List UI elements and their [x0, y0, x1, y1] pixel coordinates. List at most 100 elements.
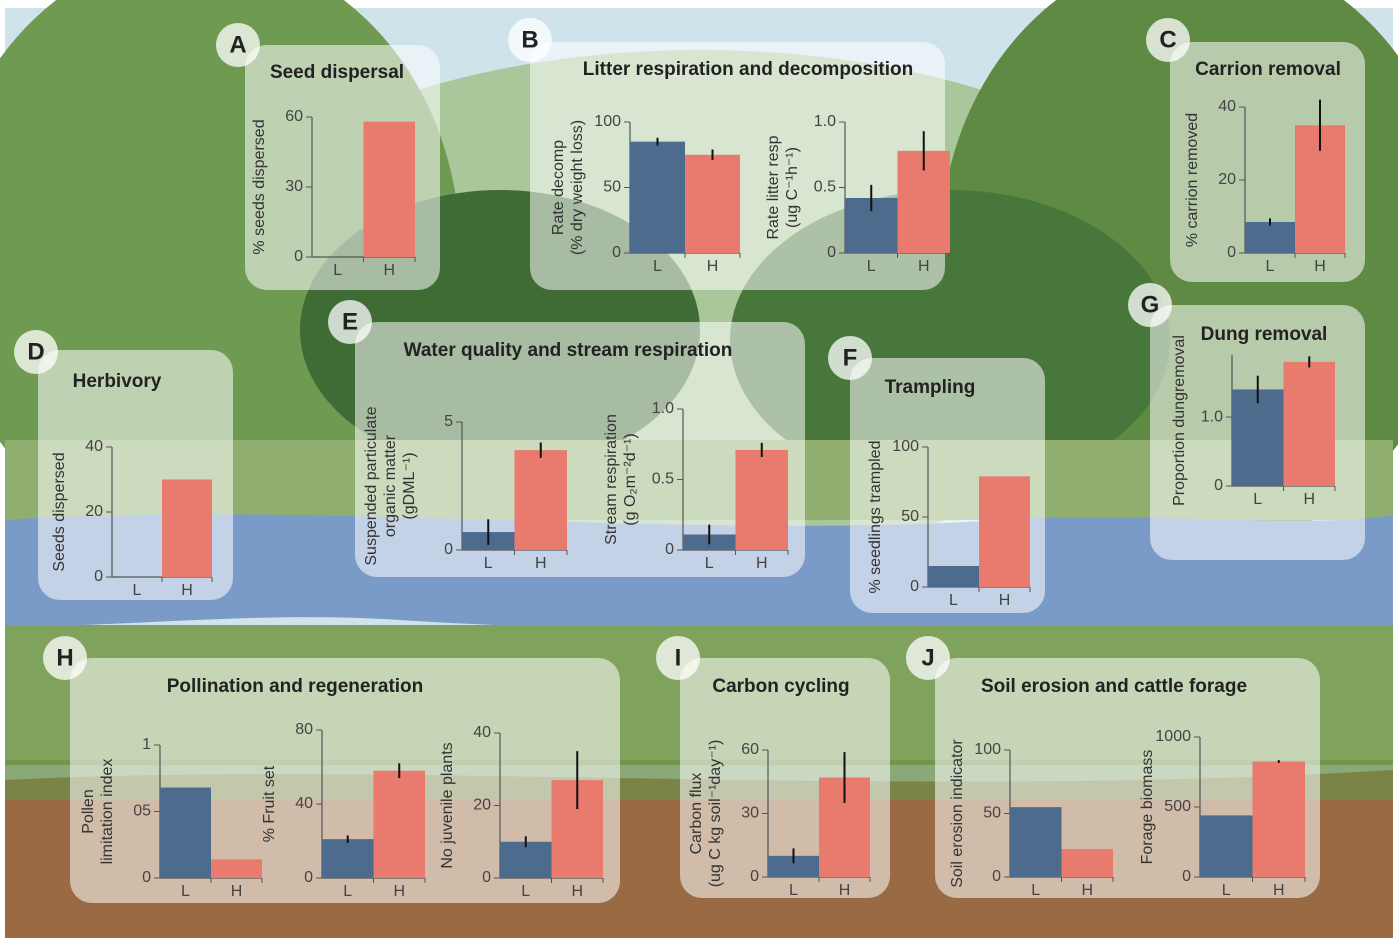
x-tick-label: H — [535, 555, 547, 572]
y-tick-label: 60 — [285, 108, 303, 125]
bar — [322, 839, 374, 878]
y-tick-label: 40 — [85, 438, 103, 455]
y-tick-label: 0 — [304, 869, 313, 886]
panel-title: Litter respiration and decomposition — [583, 59, 913, 80]
x-tick-label: L — [1222, 882, 1231, 899]
y-tick-label: 0 — [444, 541, 453, 558]
x-tick-label: H — [1303, 491, 1315, 508]
y-tick-label: 05 — [133, 803, 151, 820]
y-axis-label: Stream respiration — [603, 414, 620, 545]
bar — [928, 566, 979, 587]
y-tick-label: 0 — [1182, 868, 1191, 885]
bar — [160, 788, 211, 878]
y-axis-label: Rate litter resp — [765, 135, 782, 239]
y-tick-label: 50 — [901, 508, 919, 525]
y-axis-label: (gDML⁻¹) — [401, 452, 418, 519]
bar — [162, 480, 212, 578]
y-tick-label: 100 — [974, 741, 1001, 758]
y-tick-label: 30 — [285, 178, 303, 195]
y-tick-label: 0 — [142, 869, 151, 886]
panel-letter: E — [342, 308, 358, 335]
panel-letter: F — [843, 344, 858, 371]
panel-letter: G — [1141, 291, 1160, 318]
panel-letter: H — [56, 644, 73, 671]
x-tick-label: L — [181, 883, 190, 900]
panel-title: Herbivory — [73, 371, 162, 392]
y-axis-label: % carrion removed — [1184, 113, 1201, 247]
y-axis-label: Forage biomass — [1139, 750, 1156, 865]
x-tick-label: L — [484, 555, 493, 572]
x-tick-label: H — [999, 592, 1011, 609]
y-tick-label: 0 — [612, 244, 621, 261]
y-tick-label: 30 — [741, 805, 759, 822]
y-tick-label: 0 — [665, 541, 674, 558]
panel-letter: C — [1159, 26, 1176, 53]
panel-title: Soil erosion and cattle forage — [981, 676, 1247, 697]
panel-title: Pollination and regeneration — [167, 676, 424, 697]
y-tick-label: 0.5 — [652, 471, 674, 488]
y-tick-label: 0 — [1227, 244, 1236, 261]
y-tick-label: 0 — [1214, 477, 1223, 494]
y-tick-label: 1.0 — [1201, 408, 1223, 425]
x-tick-label: H — [181, 582, 193, 599]
x-tick-label: H — [839, 882, 851, 899]
x-tick-label: L — [1031, 882, 1040, 899]
y-tick-label: 0 — [750, 868, 759, 885]
panel-letter: D — [27, 338, 44, 365]
y-tick-label: 50 — [983, 805, 1001, 822]
y-axis-label: limitation index — [99, 759, 116, 865]
x-tick-label: L — [1266, 258, 1275, 275]
y-tick-label: 0 — [910, 578, 919, 595]
bar — [515, 450, 568, 550]
x-tick-label: H — [1314, 258, 1326, 275]
y-tick-label: 0 — [482, 869, 491, 886]
bar — [364, 122, 416, 257]
y-tick-label: 20 — [473, 797, 491, 814]
bar — [1284, 362, 1336, 486]
y-tick-label: 1.0 — [814, 113, 836, 130]
bar — [736, 450, 789, 550]
y-axis-label: Carbon flux — [688, 773, 705, 855]
x-tick-label: L — [705, 555, 714, 572]
bar — [979, 476, 1030, 587]
panel-title: Dung removal — [1201, 324, 1328, 345]
y-axis-label: Soil erosion indicator — [949, 739, 966, 888]
y-axis-label: Pollen — [80, 789, 97, 833]
x-tick-label: L — [521, 883, 530, 900]
x-tick-label: L — [949, 592, 958, 609]
y-tick-label: 40 — [295, 795, 313, 812]
y-axis-label: Rate decomp — [550, 140, 567, 235]
y-tick-label: 0 — [827, 244, 836, 261]
y-tick-label: 0 — [94, 568, 103, 585]
x-tick-label: H — [383, 262, 395, 279]
bar — [1062, 849, 1114, 877]
y-tick-label: 0 — [992, 868, 1001, 885]
bar — [1245, 222, 1295, 253]
panel-title: Carbon cycling — [712, 676, 849, 697]
panel-title: Trampling — [885, 377, 976, 398]
y-tick-label: 50 — [603, 179, 621, 196]
y-tick-label: 500 — [1164, 798, 1191, 815]
panel-letter: J — [921, 644, 934, 671]
y-tick-label: 1000 — [1155, 728, 1191, 745]
y-tick-label: 80 — [295, 721, 313, 738]
panel-letter: B — [521, 26, 538, 53]
bar — [374, 771, 426, 878]
y-tick-label: 100 — [892, 438, 919, 455]
y-axis-label: (ug C kg soil⁻¹day⁻¹) — [707, 740, 724, 888]
bar — [1232, 389, 1284, 486]
y-axis-label: % Fruit set — [261, 765, 278, 842]
y-axis-label: organic matter — [382, 434, 399, 537]
panel-title: Water quality and stream respiration — [404, 340, 733, 361]
bar — [1010, 807, 1062, 877]
x-tick-label: L — [653, 258, 662, 275]
x-tick-label: H — [571, 883, 583, 900]
bar — [685, 155, 740, 253]
y-tick-label: 40 — [1218, 98, 1236, 115]
figure: ASeed dispersalBLitter respiration and d… — [0, 0, 1398, 942]
y-tick-label: 20 — [1218, 171, 1236, 188]
y-tick-label: 60 — [741, 741, 759, 758]
y-axis-label: (ug C⁻¹h⁻¹) — [784, 147, 801, 228]
panel-title: Seed dispersal — [270, 62, 404, 83]
y-tick-label: 0 — [294, 248, 303, 265]
